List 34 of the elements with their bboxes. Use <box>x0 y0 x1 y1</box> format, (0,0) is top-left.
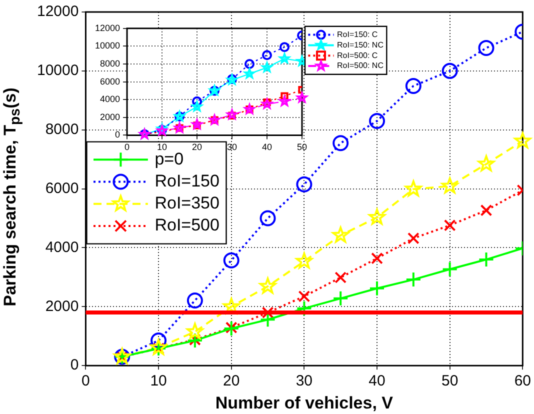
y-tick-label: 0 <box>115 130 120 140</box>
y-tick-label: 2000 <box>100 112 120 122</box>
x-tick-label: 20 <box>192 142 202 152</box>
y-tick-label: 6000 <box>100 76 120 86</box>
y-tick-label: 10000 <box>36 62 79 80</box>
legend-label: RoI=150 <box>154 171 220 190</box>
y-tick-label: 2000 <box>45 298 79 315</box>
x-tick-label: 0 <box>82 372 90 390</box>
legend-label: RoI=150: NC <box>337 40 384 50</box>
y-tick-label: 4000 <box>45 238 79 256</box>
x-tick-label: 50 <box>441 372 458 390</box>
x-tick-label: 10 <box>150 372 167 390</box>
x-tick-label: 0 <box>124 142 130 152</box>
y-tick-label: 8000 <box>45 121 79 138</box>
x-axis-title: Number of vehicles, V <box>215 393 394 412</box>
x-tick-label: 60 <box>514 372 531 390</box>
y-tick-label: 6000 <box>45 180 79 197</box>
legend-label: RoI=350 <box>154 194 220 213</box>
x-tick-label: 40 <box>368 372 386 390</box>
legend-label: RoI=500 <box>154 216 220 235</box>
y-tick-label: 8000 <box>100 58 120 68</box>
x-tick-label: 50 <box>296 142 308 152</box>
x-tick-label: 30 <box>227 142 238 152</box>
y-tick-label: 0 <box>70 356 79 374</box>
legend-label: RoI=150: C <box>337 30 378 40</box>
y-tick-label: 12000 <box>36 3 79 20</box>
legend-label: RoI=500: NC <box>337 61 384 70</box>
y-tick-label: 4000 <box>100 94 120 104</box>
x-tick-label: 40 <box>262 142 272 152</box>
legend-label: RoI=500: C <box>337 50 378 60</box>
y-tick-label: 10000 <box>94 40 120 51</box>
x-tick-label: 20 <box>223 372 240 390</box>
x-tick-label: 30 <box>296 372 313 390</box>
y-tick-label: 12000 <box>94 22 120 33</box>
